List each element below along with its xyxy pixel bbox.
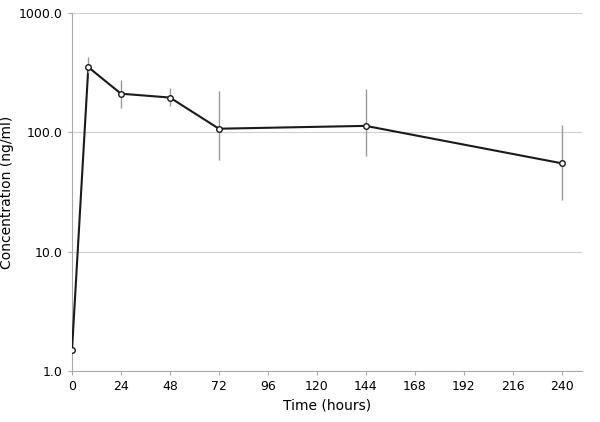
Y-axis label: Concentration (ng/ml): Concentration (ng/ml) [0, 115, 14, 269]
X-axis label: Time (hours): Time (hours) [283, 399, 371, 413]
